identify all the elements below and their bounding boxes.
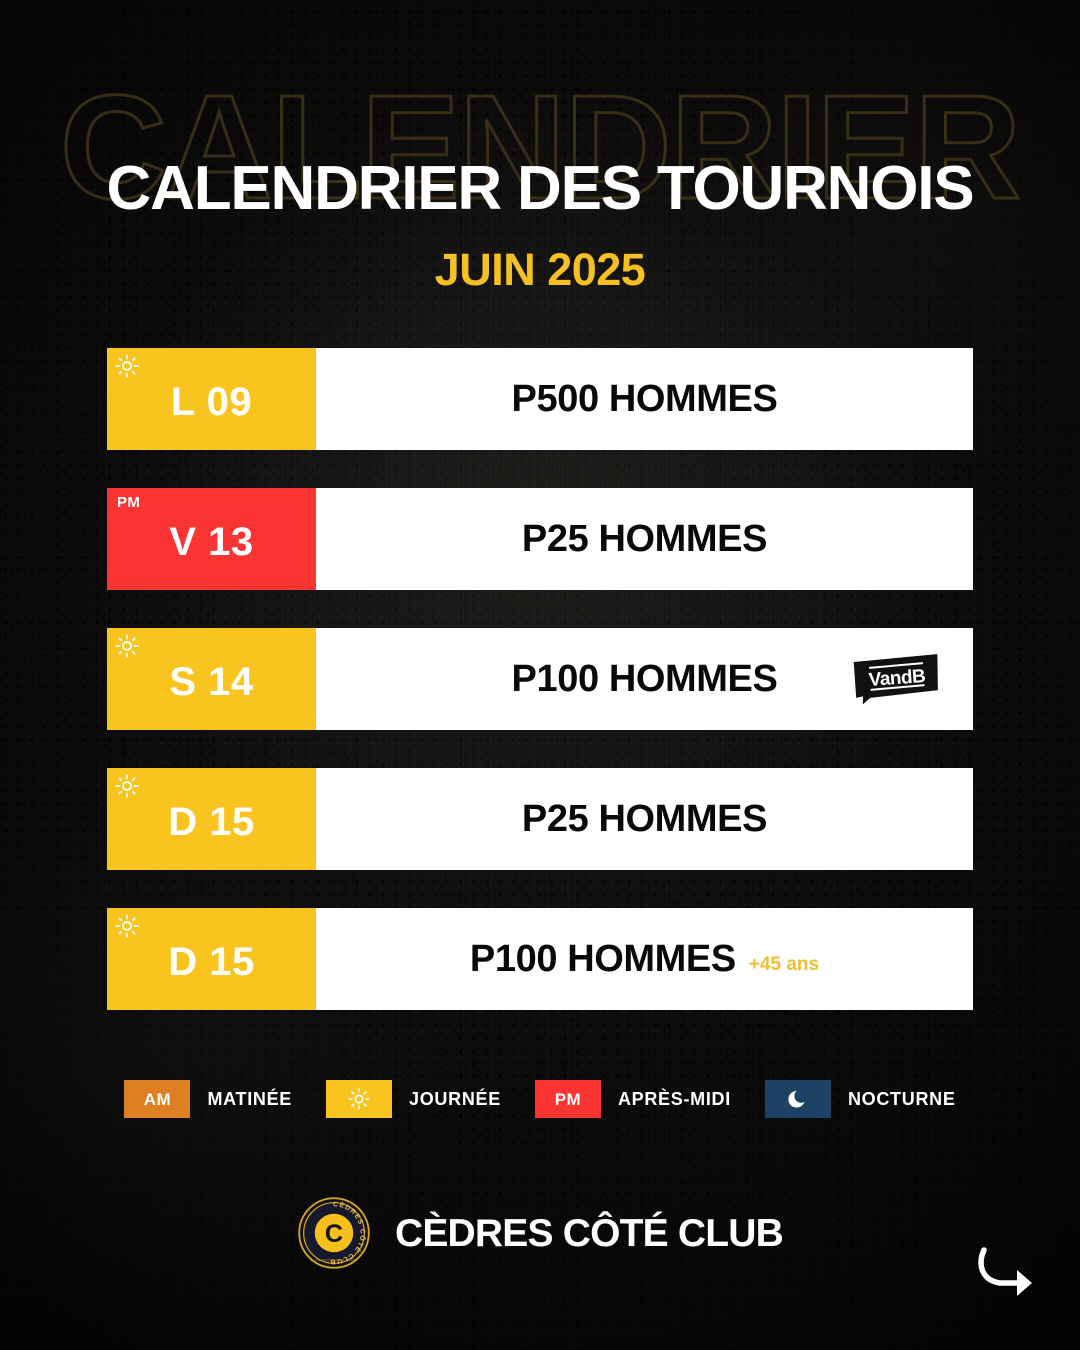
svg-text:CLUB SPORTIF DE PADEL: CLUB SPORTIF DE PADEL	[310, 1258, 358, 1262]
month-subtitle: JUIN 2025	[434, 244, 646, 295]
tournament-row: S 14 P100 HOMMES VandB	[107, 628, 973, 730]
date-label: S 14	[169, 660, 254, 704]
footer-brand: C CÈDRES CÔTÉ CLUB CLUB SPORTIF DE PADEL…	[0, 1196, 1080, 1270]
moon-icon	[764, 1080, 831, 1118]
watermark-text: CALENDRIER	[58, 65, 1022, 230]
date-label: V 13	[169, 520, 254, 564]
sun-icon	[115, 914, 139, 938]
tournament-list: L 09 P500 HOMMES PM V 13 P25 HOMMES S 14 P100 …	[107, 348, 973, 1010]
legend-label: MATINÉE	[207, 1089, 293, 1109]
brand-name: CÈDRES CÔTÉ CLUB	[394, 1211, 784, 1255]
legend-item: AM MATINÉE	[124, 1080, 292, 1118]
event-title: P500 HOMMES	[511, 378, 778, 420]
date-label: D 15	[168, 800, 255, 844]
sun-icon	[115, 634, 139, 658]
legend-label: JOURNÉE	[409, 1089, 501, 1109]
sponsor-logo-vandb: VandB	[851, 652, 942, 706]
period-tag-label: PM	[117, 494, 141, 511]
event-bar: P25 HOMMES	[316, 488, 973, 590]
date-label: L 09	[170, 380, 253, 424]
event-title: P100 HOMMES	[469, 938, 736, 980]
event-title: P25 HOMMES	[521, 798, 768, 840]
legend-swatch: AM	[124, 1080, 191, 1118]
legend-item: NOCTURNE	[764, 1080, 956, 1118]
event-bar: P25 HOMMES	[316, 768, 973, 870]
sun-icon	[115, 774, 139, 798]
legend-item: JOURNÉE	[326, 1080, 501, 1118]
tournament-row: D 15 P25 HOMMES	[107, 768, 973, 870]
legend: AM MATINÉE JOURNÉE PM APRÈS-MIDI NOCTURNE	[0, 1080, 1080, 1118]
date-badge: S 14	[107, 628, 316, 730]
date-badge: L 09	[107, 348, 316, 450]
event-bar: P500 HOMMES	[316, 348, 973, 450]
date-badge: D 15	[107, 908, 316, 1010]
legend-item: PM APRÈS-MIDI	[534, 1080, 731, 1118]
svg-text:C: C	[325, 1220, 343, 1248]
club-logo-icon: C CÈDRES CÔTÉ CLUB CLUB SPORTIF DE PADEL	[297, 1196, 371, 1270]
event-bar: P100 HOMMES +45 ans	[316, 908, 973, 1010]
tournament-row: D 15 P100 HOMMES +45 ans	[107, 908, 973, 1010]
legend-swatch: PM	[534, 1080, 601, 1118]
sun-icon	[326, 1080, 393, 1118]
event-title: P100 HOMMES	[511, 658, 778, 700]
event-bar: P100 HOMMES VandB	[316, 628, 973, 730]
legend-label: APRÈS-MIDI	[617, 1089, 731, 1109]
date-label: D 15	[168, 940, 255, 984]
curved-arrow-right-icon[interactable]	[974, 1242, 1044, 1298]
event-age-note: +45 ans	[748, 954, 820, 975]
legend-swatch-tag: AM	[143, 1089, 172, 1109]
date-badge: PM V 13	[107, 488, 316, 590]
sun-icon	[115, 354, 139, 378]
legend-swatch-tag: PM	[554, 1089, 582, 1109]
date-badge: D 15	[107, 768, 316, 870]
tournament-row: PM V 13 P25 HOMMES	[107, 488, 973, 590]
legend-label: NOCTURNE	[847, 1089, 956, 1109]
event-title: P25 HOMMES	[521, 518, 768, 560]
tournament-row: L 09 P500 HOMMES	[107, 348, 973, 450]
page-title: CALENDRIER DES TOURNOIS	[106, 153, 975, 223]
